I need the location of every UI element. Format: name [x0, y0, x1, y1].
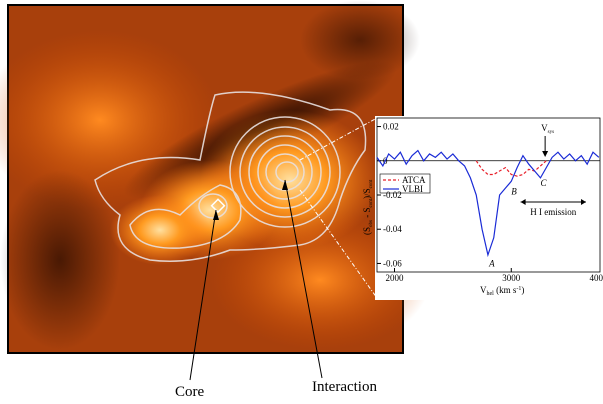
annotation: A — [488, 258, 495, 268]
annotation: C — [540, 178, 547, 188]
x-tick-label: 2000 — [386, 273, 405, 283]
annotation: B — [511, 187, 517, 197]
series-line — [376, 149, 600, 258]
label-part: cont — [369, 179, 374, 188]
y-tick-label: -0.06 — [383, 258, 402, 268]
label-part: -1 — [516, 286, 521, 292]
label-part: hel — [487, 291, 495, 297]
legend-label: VLBI — [402, 184, 423, 194]
label-part: V — [480, 285, 487, 295]
y-axis-label: (Sobs - Scont)/Scont — [362, 179, 374, 235]
label-part: sys — [548, 130, 554, 135]
label-part: (km s — [494, 285, 517, 295]
sky-image — [0, 0, 430, 381]
y-tick-label: -0.02 — [383, 190, 402, 200]
label-part: (S — [362, 227, 372, 235]
label-part: )/S — [362, 188, 372, 199]
y-tick-label: 0.02 — [383, 122, 399, 132]
label-part: cont — [369, 198, 374, 207]
interaction-label: Interaction — [312, 379, 377, 395]
label-part: V — [541, 123, 548, 133]
vsys-label: Vsys — [541, 123, 554, 135]
x-tick-label: 3000 — [502, 273, 521, 283]
core-label: Core — [175, 384, 205, 400]
legend-box — [379, 173, 431, 194]
legend-label: ATCA — [402, 175, 426, 185]
hi-label: H I emission — [530, 207, 576, 217]
label-part: ) — [521, 285, 524, 295]
label-part: - S — [362, 208, 372, 221]
x-tick-label: 400 — [590, 273, 603, 283]
label-part: obs — [369, 220, 374, 227]
x-axis-label: Vhel (km s-1) — [480, 285, 524, 297]
vsys-arrowhead — [542, 151, 549, 157]
y-tick-label: -0.04 — [383, 224, 402, 234]
